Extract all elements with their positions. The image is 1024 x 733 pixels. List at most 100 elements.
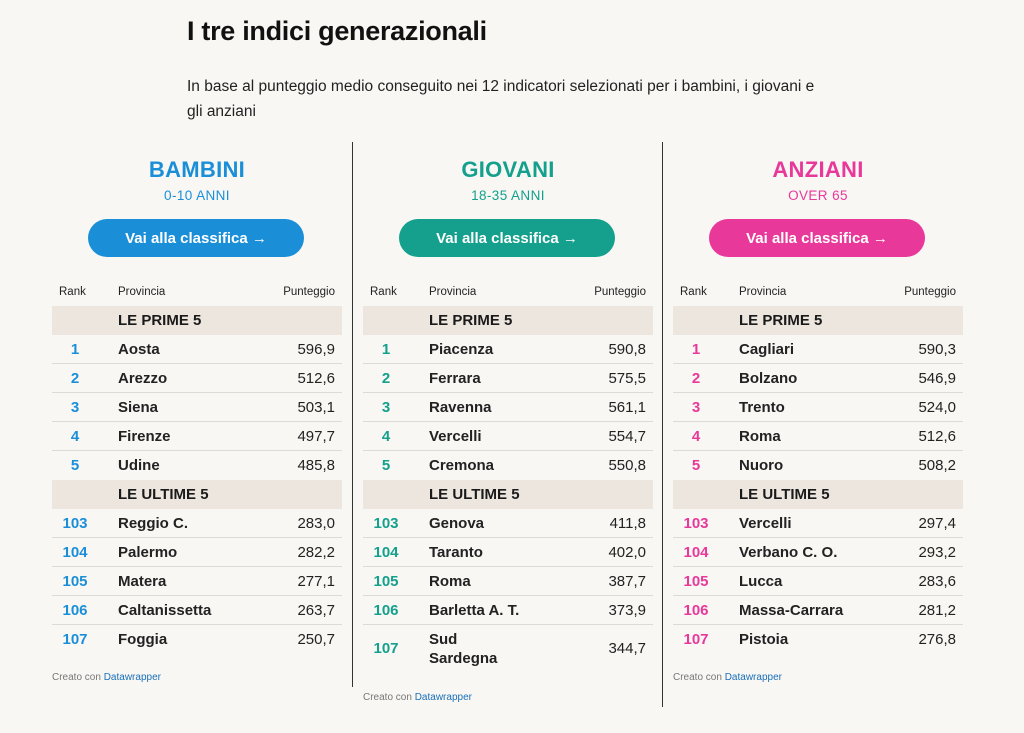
punteggio-cell: 561,1	[608, 399, 646, 416]
table-row: 103 Reggio C. 283,0	[52, 509, 342, 538]
provincia-cell: Palermo	[118, 544, 178, 561]
punteggio-cell: 497,7	[297, 428, 335, 445]
table-row: 103 Vercelli 297,4	[673, 509, 963, 538]
table-row: 106 Barletta A. T. 373,9	[363, 596, 653, 625]
punteggio-cell: 546,9	[918, 370, 956, 387]
page-title: I tre indici generazionali	[187, 16, 487, 46]
rank-cell: 104	[683, 544, 709, 561]
table-header: Rank Provincia Punteggio	[363, 282, 653, 306]
table-row: 106 Caltanissetta 263,7	[52, 596, 342, 625]
provincia-cell: Sud Sardegna	[429, 631, 498, 667]
rank-cell: 1	[381, 341, 391, 358]
table-row: 4 Firenze 497,7	[52, 422, 342, 451]
table-row: 106 Massa-Carrara 281,2	[673, 596, 963, 625]
punteggio-cell: 282,2	[297, 544, 335, 561]
rank-cell: 105	[62, 573, 88, 590]
category-subtitle: 0-10 ANNI	[164, 188, 230, 203]
rank-cell: 106	[373, 602, 399, 619]
header-rank: Rank	[370, 286, 397, 298]
rank-cell: 106	[62, 602, 88, 619]
provincia-cell: Ravenna	[429, 399, 492, 416]
classifica-button[interactable]: Vai alla classifica →	[88, 219, 304, 257]
table-row: 105 Lucca 283,6	[673, 567, 963, 596]
column-divider	[662, 142, 663, 707]
provincia-cell: Piacenza	[429, 341, 494, 358]
classifica-button[interactable]: Vai alla classifica →	[399, 219, 615, 257]
punteggio-cell: 293,2	[918, 544, 956, 561]
provincia-cell: Matera	[118, 573, 167, 590]
group-header: LE ULTIME 5	[673, 480, 963, 509]
table-row: 104 Palermo 282,2	[52, 538, 342, 567]
ranking-table: Rank Provincia Punteggio LE PRIME 5 1 Pi…	[363, 282, 653, 671]
datawrapper-link[interactable]: Datawrapper	[414, 692, 472, 703]
provincia-cell: Genova	[429, 515, 485, 532]
header-punteggio: Punteggio	[904, 286, 956, 298]
rank-cell: 107	[373, 640, 399, 657]
punteggio-cell: 508,2	[918, 457, 956, 474]
table-row: 107 Sud Sardegna 344,7	[363, 625, 653, 671]
table-row: 1 Cagliari 590,3	[673, 335, 963, 364]
table-row: 4 Roma 512,6	[673, 422, 963, 451]
punteggio-cell: 387,7	[608, 573, 646, 590]
punteggio-cell: 550,8	[608, 457, 646, 474]
table-row: 3 Trento 524,0	[673, 393, 963, 422]
table-row: 2 Ferrara 575,5	[363, 364, 653, 393]
table-row: 5 Udine 485,8	[52, 451, 342, 480]
category-subtitle: 18-35 ANNI	[471, 188, 545, 203]
punteggio-cell: 512,6	[297, 370, 335, 387]
table-row: 103 Genova 411,8	[363, 509, 653, 538]
rank-cell: 1	[691, 341, 701, 358]
punteggio-cell: 590,3	[918, 341, 956, 358]
group-header: LE PRIME 5	[52, 306, 342, 335]
provincia-cell: Lucca	[739, 573, 783, 590]
punteggio-cell: 524,0	[918, 399, 956, 416]
punteggio-cell: 283,0	[297, 515, 335, 532]
provincia-cell: Massa-Carrara	[739, 602, 844, 619]
ranking-table: Rank Provincia Punteggio LE PRIME 5 1 Ao…	[52, 282, 342, 654]
rank-cell: 103	[683, 515, 709, 532]
provincia-cell: Caltanissetta	[118, 602, 212, 619]
punteggio-cell: 297,4	[918, 515, 956, 532]
punteggio-cell: 263,7	[297, 602, 335, 619]
punteggio-cell: 277,1	[297, 573, 335, 590]
provincia-cell: Trento	[739, 399, 785, 416]
provincia-cell: Ferrara	[429, 370, 481, 387]
header-provincia: Provincia	[118, 286, 166, 298]
rank-cell: 1	[70, 341, 80, 358]
group-header: LE ULTIME 5	[52, 480, 342, 509]
table-row: 5 Cremona 550,8	[363, 451, 653, 480]
credit-note: Creato con Datawrapper	[673, 672, 782, 683]
rank-cell: 5	[70, 457, 80, 474]
punteggio-cell: 503,1	[297, 399, 335, 416]
provincia-cell: Firenze	[118, 428, 171, 445]
table-row: 2 Arezzo 512,6	[52, 364, 342, 393]
provincia-cell: Foggia	[118, 631, 168, 648]
datawrapper-link[interactable]: Datawrapper	[724, 672, 782, 683]
provincia-cell: Reggio C.	[118, 515, 188, 532]
category-title: GIOVANI	[461, 157, 555, 182]
datawrapper-link[interactable]: Datawrapper	[103, 672, 161, 683]
column-divider	[352, 142, 353, 687]
credit-note: Creato con Datawrapper	[52, 672, 161, 683]
provincia-cell: Pistoia	[739, 631, 789, 648]
group-header: LE PRIME 5	[673, 306, 963, 335]
provincia-cell: Vercelli	[429, 428, 482, 445]
punteggio-cell: 485,8	[297, 457, 335, 474]
table-row: 105 Roma 387,7	[363, 567, 653, 596]
table-row: 3 Siena 503,1	[52, 393, 342, 422]
provincia-cell: Bolzano	[739, 370, 798, 387]
rank-cell: 105	[683, 573, 709, 590]
group-header: LE ULTIME 5	[363, 480, 653, 509]
punteggio-cell: 344,7	[608, 640, 646, 657]
rank-cell: 107	[62, 631, 88, 648]
table-row: 104 Verbano C. O. 293,2	[673, 538, 963, 567]
table-row: 107 Foggia 250,7	[52, 625, 342, 654]
punteggio-cell: 283,6	[918, 573, 956, 590]
table-row: 105 Matera 277,1	[52, 567, 342, 596]
table-row: 104 Taranto 402,0	[363, 538, 653, 567]
punteggio-cell: 554,7	[608, 428, 646, 445]
provincia-cell: Siena	[118, 399, 159, 416]
rank-cell: 3	[70, 399, 80, 416]
provincia-cell: Vercelli	[739, 515, 792, 532]
classifica-button[interactable]: Vai alla classifica →	[709, 219, 925, 257]
